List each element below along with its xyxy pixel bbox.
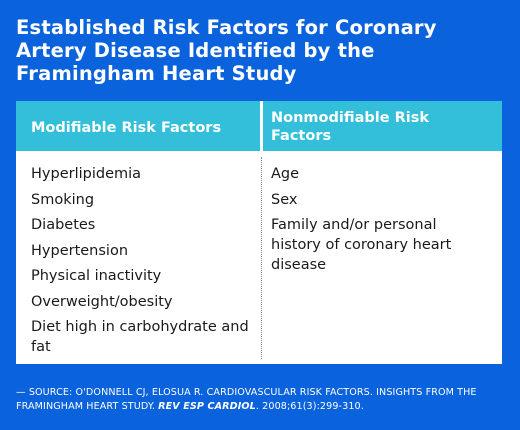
list-item: Overweight/obesity xyxy=(31,293,173,310)
table-header: Modifiable Risk Factors Nonmodifiable Ri… xyxy=(16,101,502,151)
risk-factors-table: Modifiable Risk Factors Nonmodifiable Ri… xyxy=(16,101,502,364)
list-item: Diabetes xyxy=(31,217,96,233)
source-citation: — SOURCE: O'DONNELL CJ, ELOSUA R. CARDIO… xyxy=(16,386,506,414)
source-journal: REV ESP CARDIOL xyxy=(158,401,256,412)
list-item: Diet high in carbohydrate and fat xyxy=(31,319,249,355)
list-item: Family and/or personal history of corona… xyxy=(271,217,452,273)
list-item: Hypertension xyxy=(31,242,129,259)
list-item: Sex xyxy=(271,191,298,208)
column-divider xyxy=(261,157,262,359)
list-item: Smoking xyxy=(31,191,95,208)
nonmodifiable-list: Age Sex Family and/or personal history o… xyxy=(271,164,481,281)
header-divider xyxy=(260,101,263,151)
list-item: Age xyxy=(271,166,300,182)
source-suffix: . 2008;61(3):299-310. xyxy=(255,401,364,412)
source-prefix: — SOURCE: O'DONNELL CJ, ELOSUA R. CARDIO… xyxy=(16,387,477,412)
header-modifiable: Modifiable Risk Factors xyxy=(31,120,222,136)
list-item: Hyperlipidemia xyxy=(31,166,142,182)
modifiable-list: Hyperlipidemia Smoking Diabetes Hyperten… xyxy=(31,164,251,363)
page-title: Established Risk Factors for Coronary Ar… xyxy=(16,16,437,85)
list-item: Physical inactivity xyxy=(31,268,162,284)
header-nonmodifiable: Nonmodifiable Risk Factors xyxy=(271,110,430,144)
